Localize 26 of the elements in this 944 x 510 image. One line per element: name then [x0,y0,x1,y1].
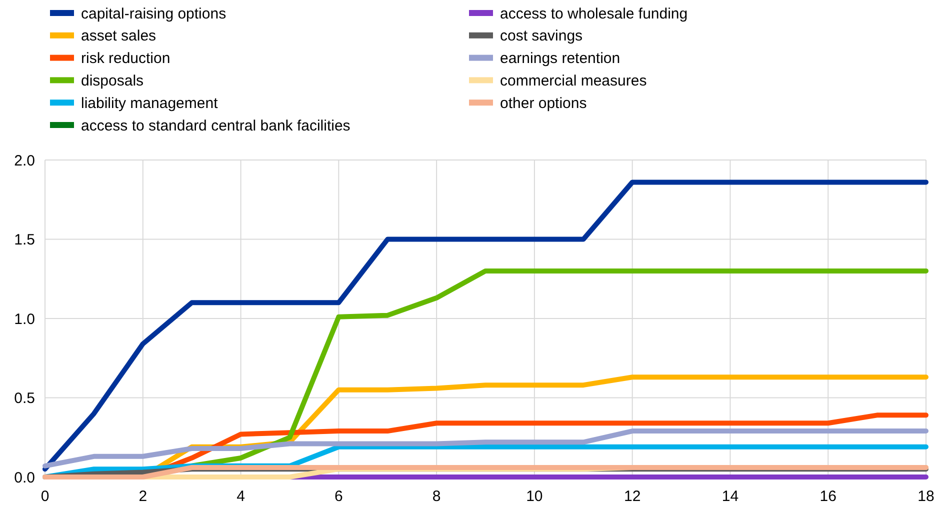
x-tick-label: 4 [236,488,245,505]
x-tick-label: 10 [526,488,543,505]
x-tick-label: 12 [624,488,641,505]
x-tick-label: 0 [40,488,50,505]
y-tick-label: 0.0 [14,469,35,486]
legend-label: access to standard central bank facilities [81,117,350,134]
x-tick-label: 8 [432,488,441,505]
x-tick-label: 6 [334,488,343,505]
legend-label: asset sales [81,28,156,45]
legend-label: disposals [81,72,144,90]
legend-label: earnings retention [500,50,620,68]
x-tick-label: 14 [722,488,739,505]
legend-label: cost savings [500,28,583,45]
legend-label: access to wholesale funding [500,5,688,22]
legend-label: capital-raising options [81,5,226,22]
legend-label: risk reduction [81,50,170,68]
legend-label: liability management [81,94,219,112]
x-tick-label: 18 [918,488,934,505]
x-tick-label: 16 [820,488,836,505]
x-tick-label: 2 [138,488,148,505]
y-tick-label: 2.0 [14,152,35,170]
y-tick-label: 0.5 [14,390,35,407]
legend-label: other options [500,94,587,112]
y-tick-label: 1.0 [14,310,35,328]
legend-label: commercial measures [500,72,647,90]
y-tick-label: 1.5 [14,232,35,248]
